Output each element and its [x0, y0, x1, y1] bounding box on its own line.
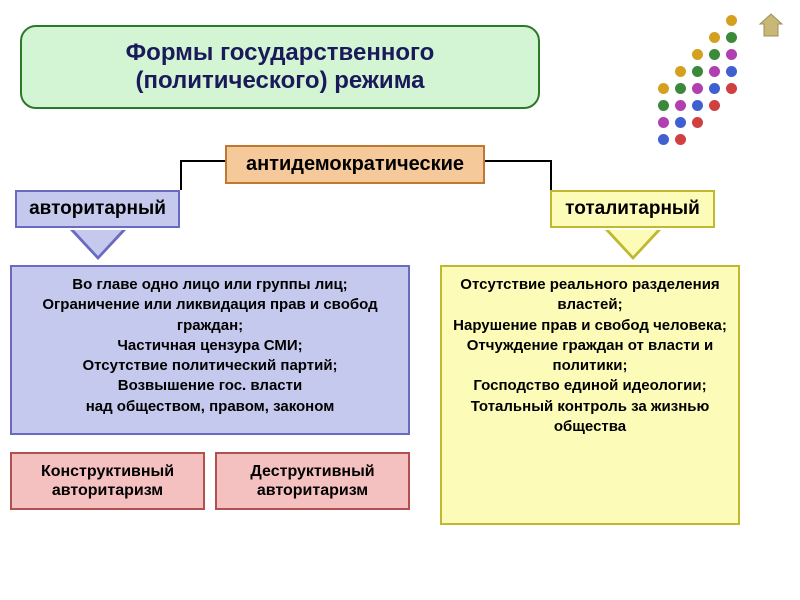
decorative-dots: [658, 15, 740, 148]
sub-right: Деструктивный авторитаризм: [215, 452, 410, 510]
sub-left: Конструктивный авторитаризм: [10, 452, 205, 510]
left-category: авторитарный: [15, 190, 180, 228]
title-box: Формы государственного (политического) р…: [20, 25, 540, 109]
right-description: Отсутствие реального разделения властей;…: [440, 265, 740, 525]
left-description: Во главе одно лицо или группы лиц;Ограни…: [10, 265, 410, 435]
center-category: антидемократические: [225, 145, 485, 184]
connector-line: [485, 160, 550, 162]
home-icon: [754, 8, 788, 42]
connector-line: [550, 160, 552, 190]
right-category: тоталитарный: [550, 190, 715, 228]
connector-line: [180, 160, 225, 162]
connector-line: [180, 160, 182, 190]
